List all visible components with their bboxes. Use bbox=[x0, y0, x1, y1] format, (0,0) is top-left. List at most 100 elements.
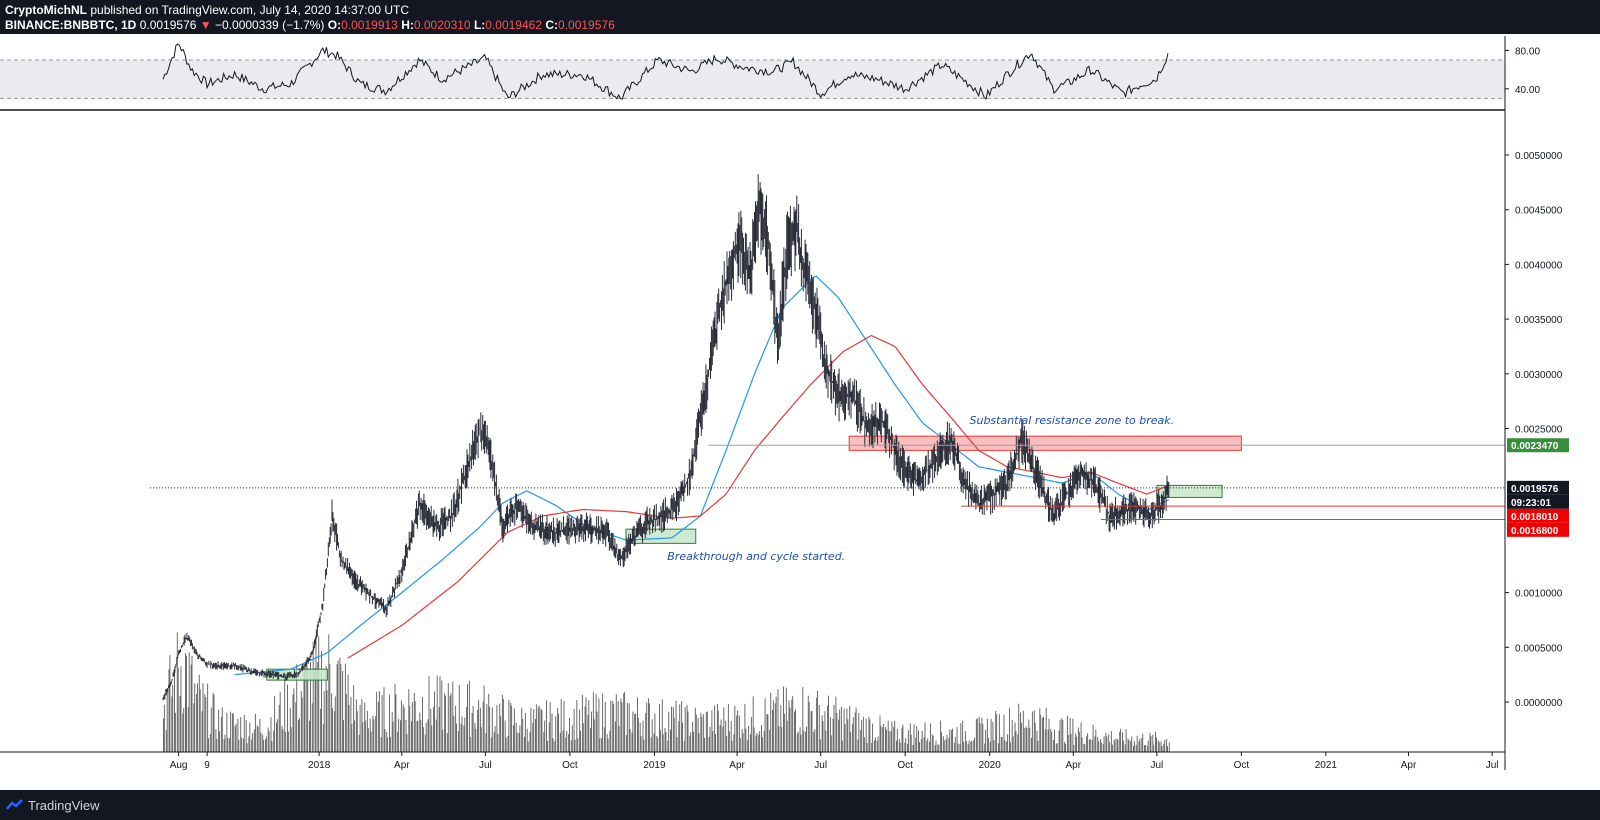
volume-bar bbox=[640, 736, 642, 752]
volume-bar bbox=[354, 720, 356, 752]
volume-bar bbox=[628, 703, 630, 752]
volume-bar bbox=[333, 711, 335, 752]
published-info: published on TradingView.com, July 14, 2… bbox=[90, 3, 409, 17]
volume-bar bbox=[855, 707, 857, 752]
volume-bar bbox=[717, 710, 719, 752]
volume-bar bbox=[546, 700, 547, 752]
volume-bar bbox=[304, 665, 306, 752]
volume-bar bbox=[428, 676, 430, 752]
volume-bar bbox=[355, 699, 357, 752]
volume-bar bbox=[296, 664, 298, 752]
volume-bar bbox=[1080, 722, 1082, 752]
volume-bar bbox=[808, 702, 810, 752]
volume-bar bbox=[1102, 744, 1104, 752]
volume-bar bbox=[1139, 738, 1141, 752]
volume-bar bbox=[370, 731, 372, 752]
volume-bar bbox=[913, 724, 915, 752]
volume-bar bbox=[777, 689, 779, 752]
volume-bar bbox=[457, 731, 459, 752]
volume-bar bbox=[617, 701, 619, 752]
volume-bar bbox=[353, 685, 355, 752]
chart-svg[interactable]: Substantial resistance zone to break. Bre… bbox=[0, 0, 1600, 790]
volume-bar bbox=[981, 717, 983, 752]
author-name[interactable]: CryptoMichNL bbox=[5, 3, 87, 17]
volume-bar bbox=[207, 683, 209, 752]
volume-bar bbox=[249, 722, 251, 752]
x-tick-label: Apr bbox=[1401, 760, 1417, 771]
chart-area[interactable] bbox=[0, 0, 1600, 790]
volume-bar bbox=[1167, 746, 1168, 752]
volume-bar bbox=[1031, 737, 1032, 752]
volume-bar bbox=[629, 729, 631, 752]
volume-bar bbox=[890, 731, 892, 752]
volume-bar bbox=[694, 707, 696, 752]
volume-bar bbox=[618, 726, 620, 752]
volume-bar bbox=[1089, 739, 1091, 752]
volume-bar bbox=[317, 662, 319, 752]
volume-bar bbox=[507, 736, 509, 752]
volume-bar bbox=[569, 717, 570, 752]
volume-bar bbox=[345, 694, 347, 752]
x-tick-label: 9 bbox=[204, 760, 210, 771]
volume-bar bbox=[810, 711, 812, 752]
volume-bar bbox=[176, 632, 178, 752]
volume-bar bbox=[530, 707, 532, 752]
volume-bar bbox=[687, 711, 689, 752]
volume-bar bbox=[186, 655, 187, 752]
volume-bar bbox=[929, 741, 931, 752]
volume-bar bbox=[891, 721, 893, 752]
rsi-tick-label: 80.00 bbox=[1515, 46, 1540, 57]
volume-bar bbox=[524, 713, 526, 752]
volume-bar bbox=[1045, 707, 1047, 752]
volume-bar bbox=[770, 692, 772, 752]
volume-bar bbox=[624, 691, 626, 752]
annotation-breakthrough: Breakthrough and cycle started. bbox=[667, 550, 845, 563]
volume-bar bbox=[278, 704, 280, 752]
volume-bar bbox=[223, 738, 225, 752]
volume-bar bbox=[704, 738, 705, 752]
volume-bar bbox=[692, 721, 694, 752]
x-tick-label: Oct bbox=[562, 760, 578, 771]
volume-bar bbox=[571, 725, 573, 752]
volume-bar bbox=[245, 720, 247, 752]
volume-bar bbox=[447, 683, 449, 752]
volume-bar bbox=[792, 695, 794, 752]
volume-bar bbox=[238, 739, 240, 752]
volume-bar bbox=[1092, 724, 1094, 752]
volume-bar bbox=[675, 700, 677, 752]
volume-bar bbox=[1067, 735, 1069, 752]
volume-bar bbox=[366, 710, 368, 752]
volume-bar bbox=[665, 732, 667, 752]
tradingview-logo-icon[interactable] bbox=[6, 798, 24, 816]
volume-bar bbox=[893, 726, 895, 752]
volume-bar bbox=[549, 702, 551, 752]
volume-bar bbox=[276, 722, 277, 752]
volume-bar bbox=[839, 709, 841, 752]
volume-bar bbox=[1128, 740, 1130, 752]
volume-bar bbox=[763, 730, 765, 752]
volume-bar bbox=[888, 731, 890, 752]
volume-bar bbox=[430, 708, 432, 752]
volume-bar bbox=[1036, 730, 1038, 752]
y-tick-label: 0.0050000 bbox=[1515, 151, 1563, 162]
volume-bar bbox=[927, 738, 929, 752]
volume-bar bbox=[552, 738, 554, 752]
symbol-label[interactable]: BINANCE:BNBBTC, 1D bbox=[5, 18, 137, 32]
tradingview-brand[interactable]: TradingView bbox=[28, 798, 100, 813]
volume-bar bbox=[698, 733, 700, 752]
volume-bar bbox=[910, 734, 912, 752]
volume-bar bbox=[281, 726, 283, 752]
volume-bar bbox=[1048, 718, 1050, 752]
volume-bar bbox=[916, 726, 918, 752]
volume-bar bbox=[1076, 736, 1077, 752]
volume-bar bbox=[318, 636, 320, 752]
volume-bar bbox=[882, 727, 884, 752]
volume-bar bbox=[772, 700, 774, 752]
volume-bar bbox=[780, 704, 782, 752]
chart-header: CryptoMichNL published on TradingView.co… bbox=[0, 0, 1600, 34]
volume-bar bbox=[455, 705, 457, 752]
volume-bar bbox=[938, 744, 940, 752]
volume-bar bbox=[496, 704, 498, 752]
volume-bar bbox=[904, 742, 906, 752]
volume-bar bbox=[606, 734, 608, 752]
